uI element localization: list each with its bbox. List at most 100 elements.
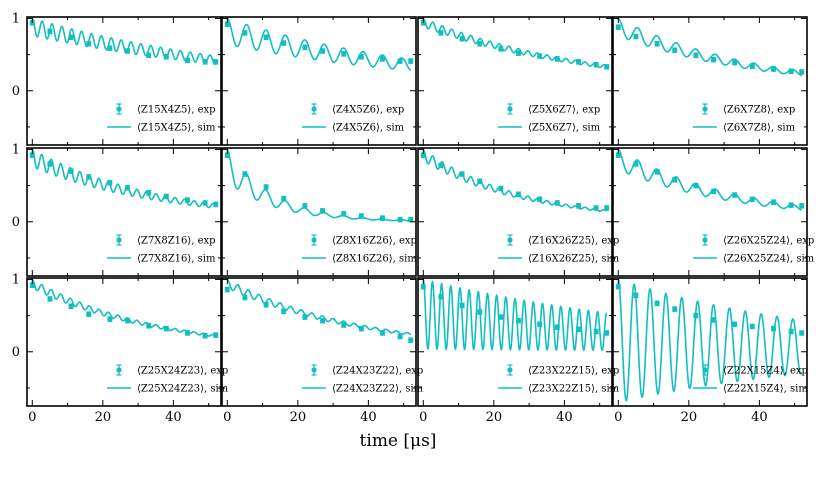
panel-4: ⟨Z6X7Z8⟩, exp ⟨Z6X7Z8⟩, sim (612, 16, 808, 146)
exp-point (213, 332, 219, 338)
x-tick-label: 20 (681, 410, 698, 425)
exp-point (749, 63, 755, 69)
exp-point (498, 185, 504, 192)
exp-point (498, 46, 504, 52)
legend: ⟨Z4X5Z6⟩, exp ⟨Z4X5Z6⟩, sim (302, 103, 405, 134)
exp-point (263, 184, 269, 190)
exp-point (537, 53, 543, 59)
x-tick-label: 40 (360, 410, 377, 425)
exp-point (47, 296, 53, 302)
panel-11: 0 20 40 ⟨Z23X22Z15⟩, exp ⟨Z23X22Z15⟩, sim (417, 277, 620, 425)
exp-point (124, 48, 131, 54)
legend-exp-label: ⟨Z23X22Z15⟩, exp (528, 366, 619, 377)
exp-point (459, 302, 465, 309)
exp-point (593, 61, 599, 68)
exp-point (554, 56, 560, 62)
legend-sim-label: ⟨Z22X15Z4⟩, sim (723, 384, 808, 395)
axes-frame (417, 147, 613, 277)
exp-point (47, 28, 53, 35)
legend-exp-label: ⟨Z24X23Z22⟩, exp (332, 366, 423, 377)
x-tick-label: 40 (556, 410, 573, 425)
legend-exp-marker (507, 106, 513, 112)
exp-point (654, 300, 660, 307)
panel-7: ⟨Z16X26Z25⟩, exp ⟨Z16X26Z25⟩, sim (417, 147, 620, 277)
exp-point (604, 205, 610, 211)
legend-sim-label: ⟨Z15X4Z5⟩, sim (137, 123, 216, 134)
exp-point (163, 193, 169, 200)
exp-point (770, 325, 777, 332)
exp-point (438, 294, 444, 300)
axes-frame (417, 16, 613, 146)
legend-exp-label: ⟨Z25X24Z23⟩, exp (137, 366, 228, 377)
legend-exp-label: ⟨Z15X4Z5⟩, exp (137, 105, 216, 116)
y-tick-label: 0 (12, 345, 20, 360)
exp-point (68, 34, 74, 41)
exp-point (788, 328, 794, 335)
axes-frame (612, 16, 808, 146)
exp-point (537, 321, 543, 328)
exp-point (146, 190, 152, 196)
exp-point (575, 326, 582, 333)
legend: ⟨Z15X4Z5⟩, exp ⟨Z15X4Z5⟩, sim (107, 103, 216, 134)
exp-point (633, 161, 639, 167)
exp-point (358, 54, 364, 60)
axes-frame (26, 16, 222, 146)
x-tick-label: 20 (486, 410, 503, 425)
sim-curve (422, 148, 608, 212)
exp-point (477, 40, 483, 47)
x-tick-label: 0 (28, 410, 36, 425)
legend-exp-marker (507, 367, 513, 373)
legend: ⟨Z7X8Z16⟩, exp ⟨Z7X8Z16⟩, sim (107, 234, 216, 265)
exp-point (242, 30, 248, 36)
exp-point (408, 337, 414, 343)
axes-frame (417, 277, 613, 407)
exp-point (184, 197, 191, 203)
exp-point (477, 178, 483, 185)
exp-point (770, 199, 777, 206)
exp-point (515, 191, 522, 198)
exp-point (47, 161, 53, 167)
x-tick-label: 0 (614, 410, 622, 425)
axes-frame (221, 277, 417, 407)
y-tick-label: 1 (12, 272, 20, 287)
exp-point (281, 308, 287, 315)
legend-exp-marker (116, 237, 122, 243)
x-tick-label: 20 (95, 410, 112, 425)
legend-exp-marker (311, 106, 317, 112)
exp-point (107, 45, 113, 51)
exp-point (124, 185, 131, 191)
legend-sim-label: ⟨Z7X8Z16⟩, sim (137, 254, 216, 265)
exp-point (184, 330, 191, 336)
exp-point (515, 317, 522, 324)
axes-frame (26, 147, 222, 277)
exp-point (213, 59, 219, 65)
panel-5: 0 1 ⟨Z7X8Z16⟩, exp ⟨Z7X8Z16⟩, sim (12, 142, 222, 277)
x-tick-label: 40 (165, 410, 182, 425)
legend-exp-marker (702, 106, 708, 112)
exp-point (615, 152, 621, 159)
exp-point (341, 322, 347, 328)
exp-point (693, 182, 699, 189)
exp-point (672, 47, 678, 54)
legend-sim-label: ⟨Z24X23Z22⟩, sim (332, 384, 424, 395)
exp-point (438, 30, 444, 36)
exp-point (408, 58, 414, 64)
legend-sim-label: ⟨Z8X16Z26⟩, sim (332, 254, 417, 265)
legend: ⟨Z24X23Z22⟩, exp ⟨Z24X23Z22⟩, sim (302, 364, 424, 395)
x-tick-label: 0 (223, 410, 231, 425)
exp-point (438, 162, 444, 169)
sim-curve (422, 17, 608, 69)
exp-point (693, 312, 699, 319)
exp-point (799, 330, 805, 336)
exp-point (379, 56, 386, 62)
exp-point (263, 301, 269, 308)
y-tick-label: 0 (12, 84, 20, 99)
exp-point (242, 171, 248, 177)
legend-exp-label: ⟨Z7X8Z16⟩, exp (137, 236, 216, 247)
legend-exp-marker (507, 237, 513, 243)
exp-point (515, 50, 522, 56)
exp-point (107, 316, 113, 322)
exp-point (575, 59, 582, 65)
exp-point (732, 59, 738, 66)
legend-exp-marker (702, 237, 708, 243)
